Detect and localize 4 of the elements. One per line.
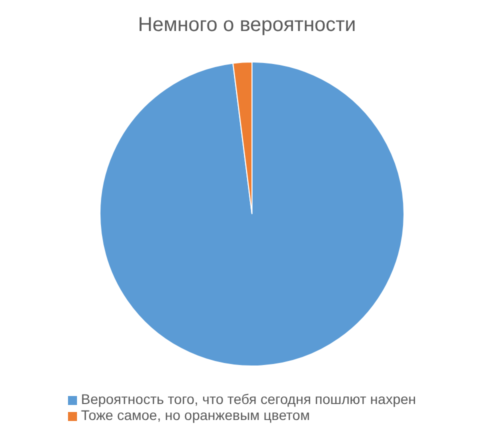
pie-slice <box>100 62 404 366</box>
legend-label: Вероятность того, что тебя сегодня пошлют нахрен <box>80 391 416 407</box>
chart-title: Немного о вероятности <box>137 14 357 37</box>
legend-label: Тоже самое, но оранжевым цветом <box>80 407 310 423</box>
